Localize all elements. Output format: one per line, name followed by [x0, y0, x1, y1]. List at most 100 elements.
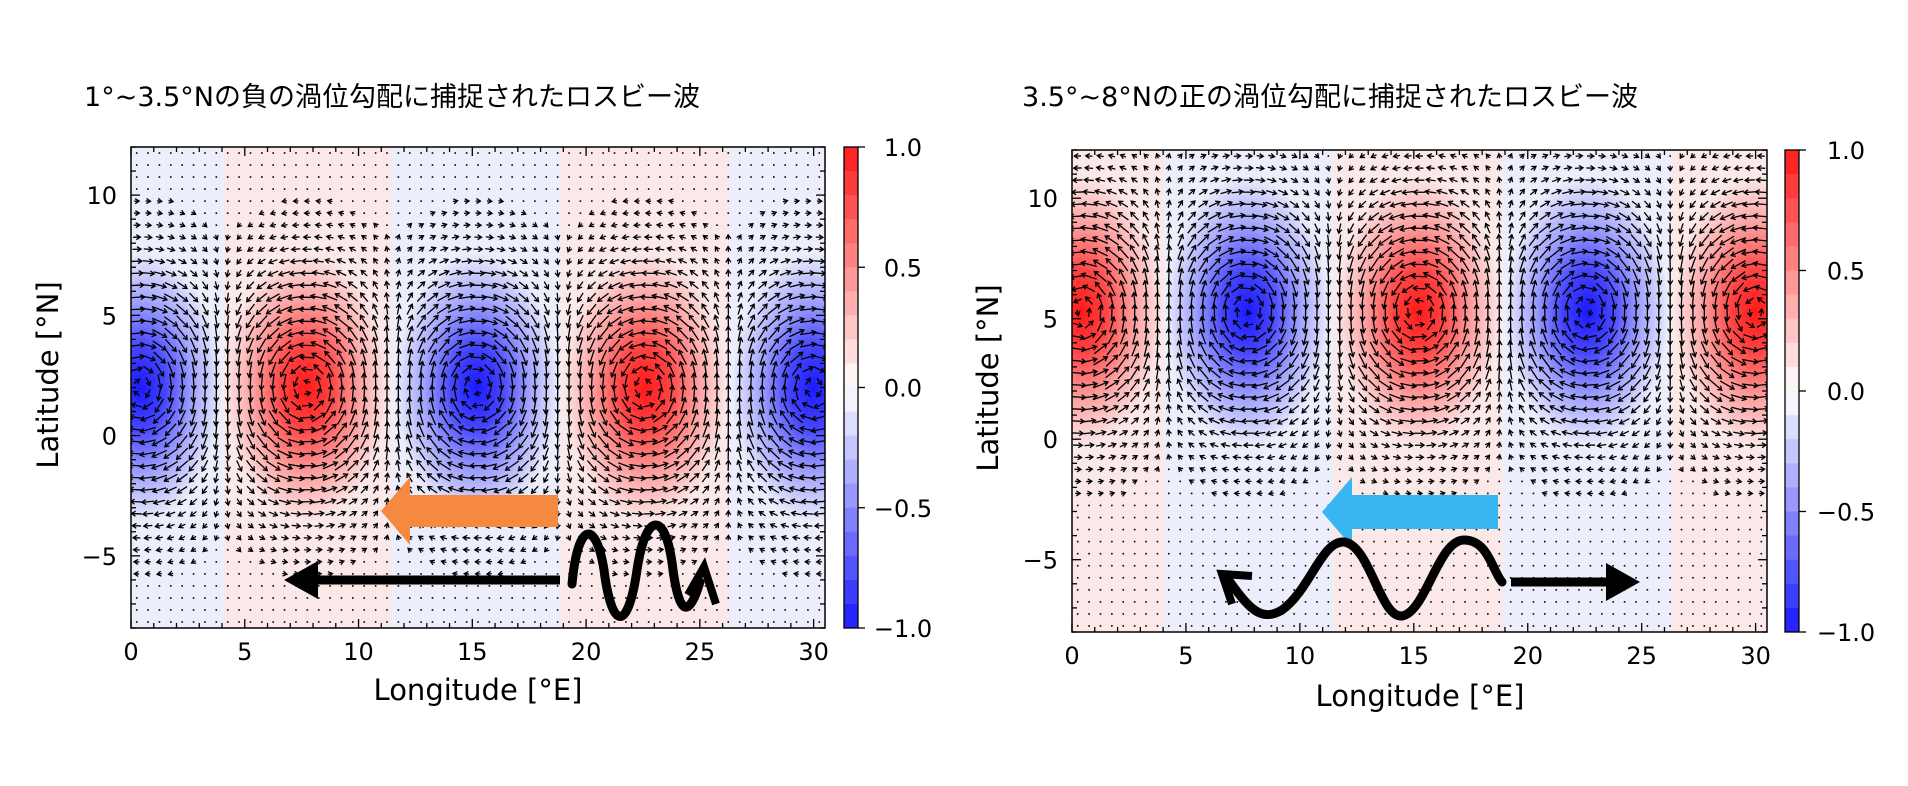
vector-arrow	[1528, 404, 1538, 414]
vector-dot	[704, 585, 707, 587]
vector-arrow	[677, 498, 689, 505]
vector-arrow	[162, 460, 179, 471]
vector-dot	[1464, 589, 1466, 591]
vector-arrow	[1325, 200, 1332, 209]
vector-arrow	[447, 436, 463, 447]
vector-dot	[1088, 564, 1090, 567]
vector-arrow	[188, 314, 199, 329]
vector-arrow	[1348, 177, 1354, 184]
vector-arrow	[473, 246, 484, 253]
vector-arrow	[566, 434, 573, 450]
vector-dot	[1680, 516, 1683, 519]
vector-arrow	[1325, 379, 1332, 392]
vector-dot	[1714, 576, 1717, 579]
vector-arrow	[737, 325, 744, 341]
vector-arrow	[725, 291, 732, 302]
vector-dot	[1452, 625, 1455, 627]
vector-dot	[374, 200, 377, 202]
vector-dot	[1578, 625, 1580, 627]
vector-arrow	[690, 360, 697, 378]
vector-dot	[1145, 564, 1147, 567]
vector-dot	[738, 621, 741, 623]
vector-arrow	[1485, 176, 1491, 183]
vector-dot	[716, 152, 718, 154]
vector-arrow	[1485, 153, 1491, 159]
vector-arrow	[1390, 343, 1404, 355]
vector-arrow	[407, 257, 413, 265]
vector-arrow	[713, 291, 720, 302]
vector-arrow	[1188, 442, 1195, 448]
vector-arrow	[462, 558, 470, 565]
vector-dot	[1407, 528, 1409, 531]
vector-arrow	[309, 317, 327, 325]
vector-arrow	[606, 316, 622, 327]
vector-arrow	[1288, 245, 1300, 260]
vector-arrow	[769, 269, 780, 277]
vector-arrow	[311, 412, 327, 423]
vector-dot	[1281, 589, 1284, 591]
vector-arrow	[621, 522, 632, 529]
vector-dot	[1293, 589, 1295, 591]
vector-arrow	[213, 337, 220, 355]
vector-arrow	[788, 485, 804, 493]
vector-arrow	[1473, 165, 1480, 171]
vector-arrow	[1302, 165, 1309, 171]
vector-arrow	[1447, 354, 1460, 368]
vector-arrow	[140, 354, 157, 362]
vector-arrow	[276, 328, 292, 339]
vector-dot	[1635, 492, 1637, 495]
vector-arrow	[291, 522, 302, 529]
vector-arrow	[1130, 279, 1138, 297]
vector-arrow	[133, 234, 142, 241]
vector-arrow	[1301, 211, 1310, 222]
vector-arrow	[372, 372, 379, 390]
vector-arrow	[632, 510, 644, 517]
vector-arrow	[1357, 223, 1368, 234]
vector-arrow	[1405, 307, 1412, 319]
vector-arrow	[1389, 406, 1405, 414]
vector-arrow	[1276, 418, 1289, 425]
vector-dot	[750, 573, 752, 575]
vector-dot	[226, 164, 229, 166]
vector-arrow	[481, 487, 497, 494]
vector-dot	[1509, 589, 1512, 591]
vector-arrow	[213, 326, 220, 342]
vector-arrow	[1631, 442, 1640, 448]
vector-arrow	[155, 234, 165, 241]
vector-arrow	[224, 485, 231, 495]
vector-arrow	[372, 291, 379, 302]
vector-dot	[545, 609, 548, 611]
vector-dot	[1623, 564, 1626, 567]
vector-dot	[215, 164, 218, 166]
vector-dot	[1635, 613, 1637, 615]
vector-dot	[1737, 504, 1740, 507]
vector-arrow	[1256, 152, 1265, 160]
vector-arrow	[139, 414, 156, 422]
vector-arrow	[1186, 378, 1197, 391]
vector-arrow	[1209, 268, 1220, 284]
vector-arrow	[1390, 189, 1403, 196]
vector-dot	[590, 188, 593, 190]
vector-dot	[1589, 613, 1592, 615]
vector-dot	[1600, 552, 1603, 555]
vector-arrow	[440, 360, 449, 378]
vector-arrow	[1495, 244, 1503, 260]
vector-arrow	[166, 546, 174, 553]
vector-dot	[1555, 540, 1558, 543]
vector-arrow	[427, 281, 439, 290]
vector-dot	[1544, 528, 1546, 531]
vector-dot	[1749, 601, 1751, 603]
vector-arrow	[164, 499, 177, 506]
vector-arrow	[257, 511, 267, 517]
vector-dot	[1202, 516, 1204, 519]
vector-dot	[1190, 613, 1193, 615]
vector-dot	[1293, 492, 1295, 495]
vector-dot	[488, 621, 491, 623]
vector-arrow	[1325, 430, 1332, 438]
vector-arrow	[1246, 309, 1252, 316]
vector-dot	[693, 176, 695, 178]
vector-arrow	[1732, 282, 1745, 296]
vector-field	[131, 152, 825, 623]
vector-arrow	[1209, 328, 1219, 345]
vector-arrow	[814, 534, 823, 541]
